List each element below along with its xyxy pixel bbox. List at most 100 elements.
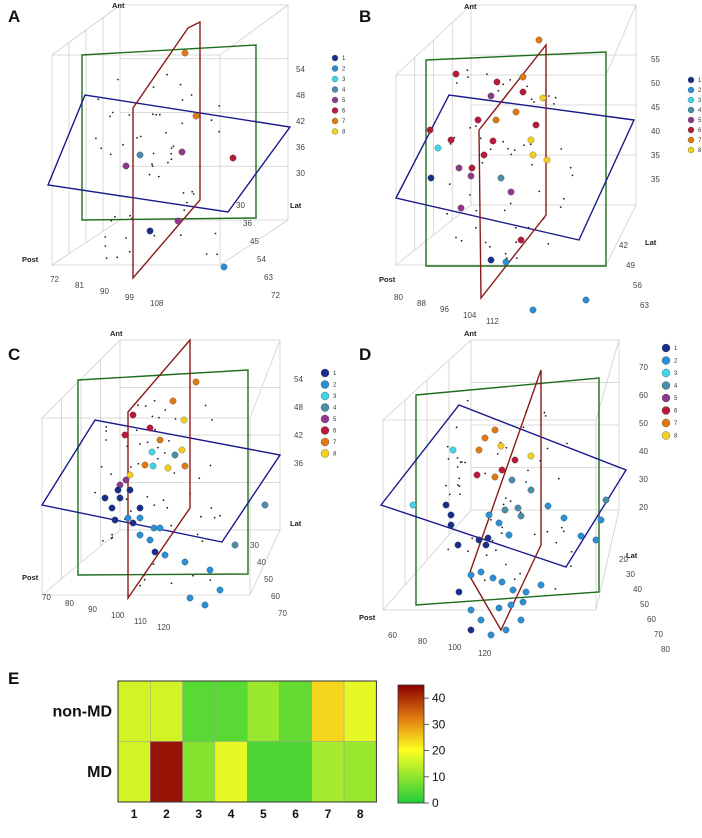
cluster-point-2 bbox=[467, 571, 475, 579]
heatmap-x-label: 2 bbox=[163, 807, 170, 821]
legend-marker-3 bbox=[687, 96, 695, 104]
cluster-point-8 bbox=[529, 151, 537, 159]
legend-label-3: 3 bbox=[342, 77, 346, 83]
cluster-point-2 bbox=[509, 586, 517, 594]
cluster-point-2 bbox=[181, 558, 189, 566]
axis-label-post: Post bbox=[379, 275, 396, 284]
cluster-point-1 bbox=[484, 534, 492, 542]
panel-a: AAntPostLat72819099108303645546372544842… bbox=[8, 1, 346, 308]
cluster-point-2 bbox=[592, 536, 600, 544]
y-tick-label: 63 bbox=[640, 301, 649, 310]
x-tick-label: 120 bbox=[478, 649, 492, 658]
horizontal-plane bbox=[47, 94, 292, 213]
cluster-point-7 bbox=[169, 397, 177, 405]
x-tick-label: 110 bbox=[134, 617, 147, 626]
x-tick-label: 96 bbox=[440, 305, 449, 314]
heatmap-cell-non-MD-4 bbox=[214, 680, 248, 742]
heatmap-cell-non-MD-7 bbox=[311, 680, 345, 742]
cluster-point-3 bbox=[449, 446, 457, 454]
legend-marker-8 bbox=[661, 431, 671, 440]
cluster-point-4 bbox=[261, 501, 269, 509]
y-tick-label: 20 bbox=[619, 555, 628, 564]
legend-label-3: 3 bbox=[698, 98, 702, 104]
legend-label-7: 7 bbox=[674, 421, 678, 427]
colorbar-tick-label: 30 bbox=[432, 717, 446, 731]
cluster-point-1 bbox=[116, 494, 124, 502]
cluster-point-8 bbox=[527, 452, 535, 460]
cluster-point-7 bbox=[512, 108, 520, 116]
z-tick-label: 40 bbox=[651, 127, 660, 136]
heatmap-cell-non-MD-6 bbox=[279, 680, 312, 742]
y-tick-label: 54 bbox=[257, 255, 266, 264]
cluster-point-5 bbox=[467, 172, 475, 180]
z-tick-label: 40 bbox=[639, 447, 648, 456]
z-tick-label: 35 bbox=[651, 151, 660, 160]
cluster-point-6 bbox=[519, 88, 527, 96]
cluster-point-2 bbox=[495, 604, 503, 612]
cluster-point-8 bbox=[126, 471, 134, 479]
legend-label-1: 1 bbox=[342, 56, 346, 62]
legend-marker-2 bbox=[331, 65, 339, 72]
axis-label-ant: Ant bbox=[112, 1, 125, 10]
z-tick-label: 42 bbox=[296, 117, 305, 126]
y-tick-label: 60 bbox=[271, 592, 280, 601]
cluster-point-7 bbox=[535, 36, 543, 44]
panel-label-a: A bbox=[8, 7, 20, 26]
x-tick-label: 120 bbox=[157, 623, 171, 632]
z-tick-label: 50 bbox=[651, 79, 660, 88]
cluster-point-2 bbox=[477, 616, 485, 624]
legend-marker-5 bbox=[661, 393, 671, 403]
cluster-point-8 bbox=[180, 416, 188, 424]
legend-label-1: 1 bbox=[674, 346, 678, 352]
sagittal-plane bbox=[132, 20, 201, 280]
legend-label-2: 2 bbox=[333, 383, 337, 389]
cluster-point-5 bbox=[457, 204, 465, 212]
heatmap-cell-MD-8 bbox=[343, 741, 377, 803]
heatmap-cell-non-MD-1 bbox=[117, 680, 151, 742]
y-tick-label: 70 bbox=[654, 630, 663, 639]
cluster-point-2 bbox=[498, 578, 506, 586]
panel-c: CAntPostLat70809010011012030405060705448… bbox=[8, 329, 337, 632]
cluster-point-4 bbox=[231, 541, 239, 549]
background-points bbox=[95, 73, 221, 260]
y-tick-label: 49 bbox=[626, 261, 635, 270]
y-tick-label: 50 bbox=[264, 575, 273, 584]
x-tick-label: 80 bbox=[65, 599, 74, 608]
cluster-point-4 bbox=[508, 476, 516, 484]
sagittal-plane bbox=[127, 338, 191, 601]
legend-label-4: 4 bbox=[698, 108, 702, 114]
x-tick-label: 88 bbox=[417, 299, 426, 308]
legend-marker-4 bbox=[331, 86, 339, 93]
legend-label-8: 8 bbox=[674, 434, 678, 440]
cluster-point-2 bbox=[156, 524, 164, 532]
legend-marker-1 bbox=[661, 343, 671, 353]
heatmap-panel: E non-MD MD 1 2 3 4 5 6 7 8 40 30 20 10 0 bbox=[8, 669, 446, 821]
axis-label-lat: Lat bbox=[626, 551, 638, 560]
heatmap-cell-MD-6 bbox=[279, 741, 312, 803]
cluster-point-7 bbox=[491, 473, 499, 481]
axis-label-lat: Lat bbox=[290, 201, 302, 210]
x-tick-label: 100 bbox=[111, 611, 125, 620]
heatmap-border bbox=[117, 680, 377, 803]
cluster-point-8 bbox=[543, 156, 551, 164]
axis-label-ant: Ant bbox=[464, 329, 477, 338]
x-tick-label: 81 bbox=[75, 281, 84, 290]
z-tick-label: 70 bbox=[639, 363, 648, 372]
x-tick-label: 90 bbox=[88, 605, 97, 614]
cluster-point-2 bbox=[477, 568, 485, 576]
heatmap-cell-MD-3 bbox=[182, 741, 216, 803]
heatmap-cell-MD-2 bbox=[150, 741, 183, 803]
cluster-point-1 bbox=[487, 256, 495, 264]
legend-label-7: 7 bbox=[333, 440, 337, 446]
cluster-point-2 bbox=[517, 616, 525, 624]
legend-marker-8 bbox=[331, 128, 339, 135]
cluster-point-6 bbox=[129, 411, 137, 419]
cluster-point-8 bbox=[178, 446, 186, 454]
panel-label-b: B bbox=[359, 7, 371, 26]
cluster-point-7 bbox=[141, 461, 149, 469]
cluster-point-7 bbox=[156, 436, 164, 444]
legend-marker-4 bbox=[687, 106, 695, 114]
heatmap-x-label: 1 bbox=[131, 807, 138, 821]
cluster-point-5 bbox=[178, 148, 186, 156]
